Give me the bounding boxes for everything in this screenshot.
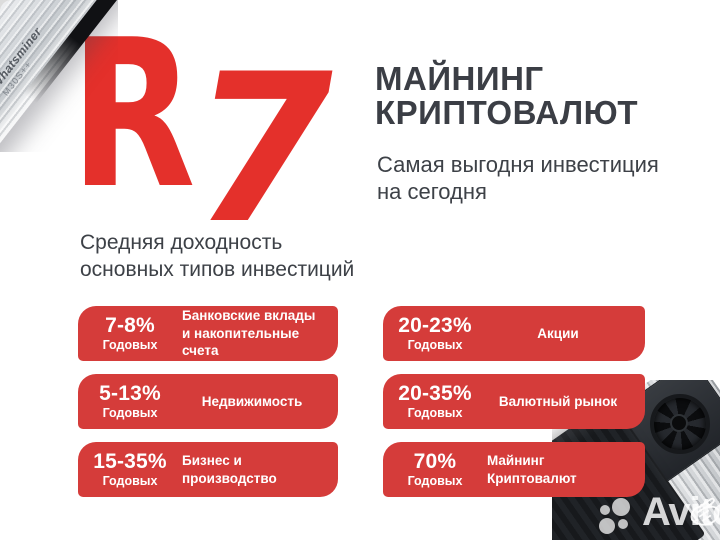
pill-label: Недвижимость [201,393,303,409]
rate-period: Годовых [102,474,158,489]
rate-block: 15-35% Годовых [78,451,182,488]
pill-real-estate: 5-13% Годовых Недвижимость [78,374,338,429]
pill-forex: 20-35% Годовых Валютный рынок [383,374,645,429]
rate-value: 20-35% [398,382,472,406]
rate-period: Годовых [407,406,463,421]
rate-value: 20-23% [398,314,472,338]
cooling-fan [650,394,710,454]
rate-block: 20-35% Годовых [383,383,487,420]
rate-block: 70% Годовых [383,451,487,488]
rate-period: Годовых [407,338,463,353]
page-title: МАЙНИНГ КРИПТОВАЛЮТ [375,60,639,131]
pill-business: 15-35% Годовых Бизнес и производство [78,442,338,497]
rate-value: 70% [413,450,457,474]
pill-label: Майнинг Криптовалют [487,452,577,486]
pill-label: Акции [537,325,579,341]
hand-cursor-doodle-icon [690,497,720,526]
rate-value: 15-35% [93,450,167,474]
rate-block: 5-13% Годовых [78,383,182,420]
rate-block: 7-8% Годовых [78,315,182,352]
miner-photo-top-left: Whatsminer M30S++ [0,0,118,152]
avito-watermark: Avito [596,490,720,540]
r7-logo-digit: 7 [171,31,356,269]
rate-period: Годовых [102,406,158,421]
investment-pills-grid: 7-8% Годовых Банковские вклады и накопит… [78,306,645,497]
pill-bank-deposits: 7-8% Годовых Банковские вклады и накопит… [78,306,338,361]
section-intro: Средняя доходность основных типов инвест… [80,231,355,281]
device-label: Whatsminer M30S++ [0,19,58,98]
whatsminer-device: Whatsminer M30S++ [0,0,118,152]
r7-logo-letter: R [70,0,196,234]
rate-value: 7-8% [105,314,155,338]
pill-crypto-mining: 70% Годовых Майнинг Криптовалют [383,442,645,497]
pill-stocks: 20-23% Годовых Акции [383,306,645,361]
pill-label: Банковские вклады и накопительные счета [182,308,316,359]
avito-logo-dots-icon [599,498,630,534]
rate-period: Годовых [407,474,463,489]
rate-period: Годовых [102,338,158,353]
pill-label: Валютный рынок [498,393,618,409]
rate-block: 20-23% Годовых [383,315,487,352]
miner-photo-bottom-right [552,380,720,540]
pill-label: Бизнес и производство [182,452,277,486]
rate-value: 5-13% [99,382,161,406]
page-subtitle: Самая выгодня инвестиция на сегодня [377,152,659,204]
